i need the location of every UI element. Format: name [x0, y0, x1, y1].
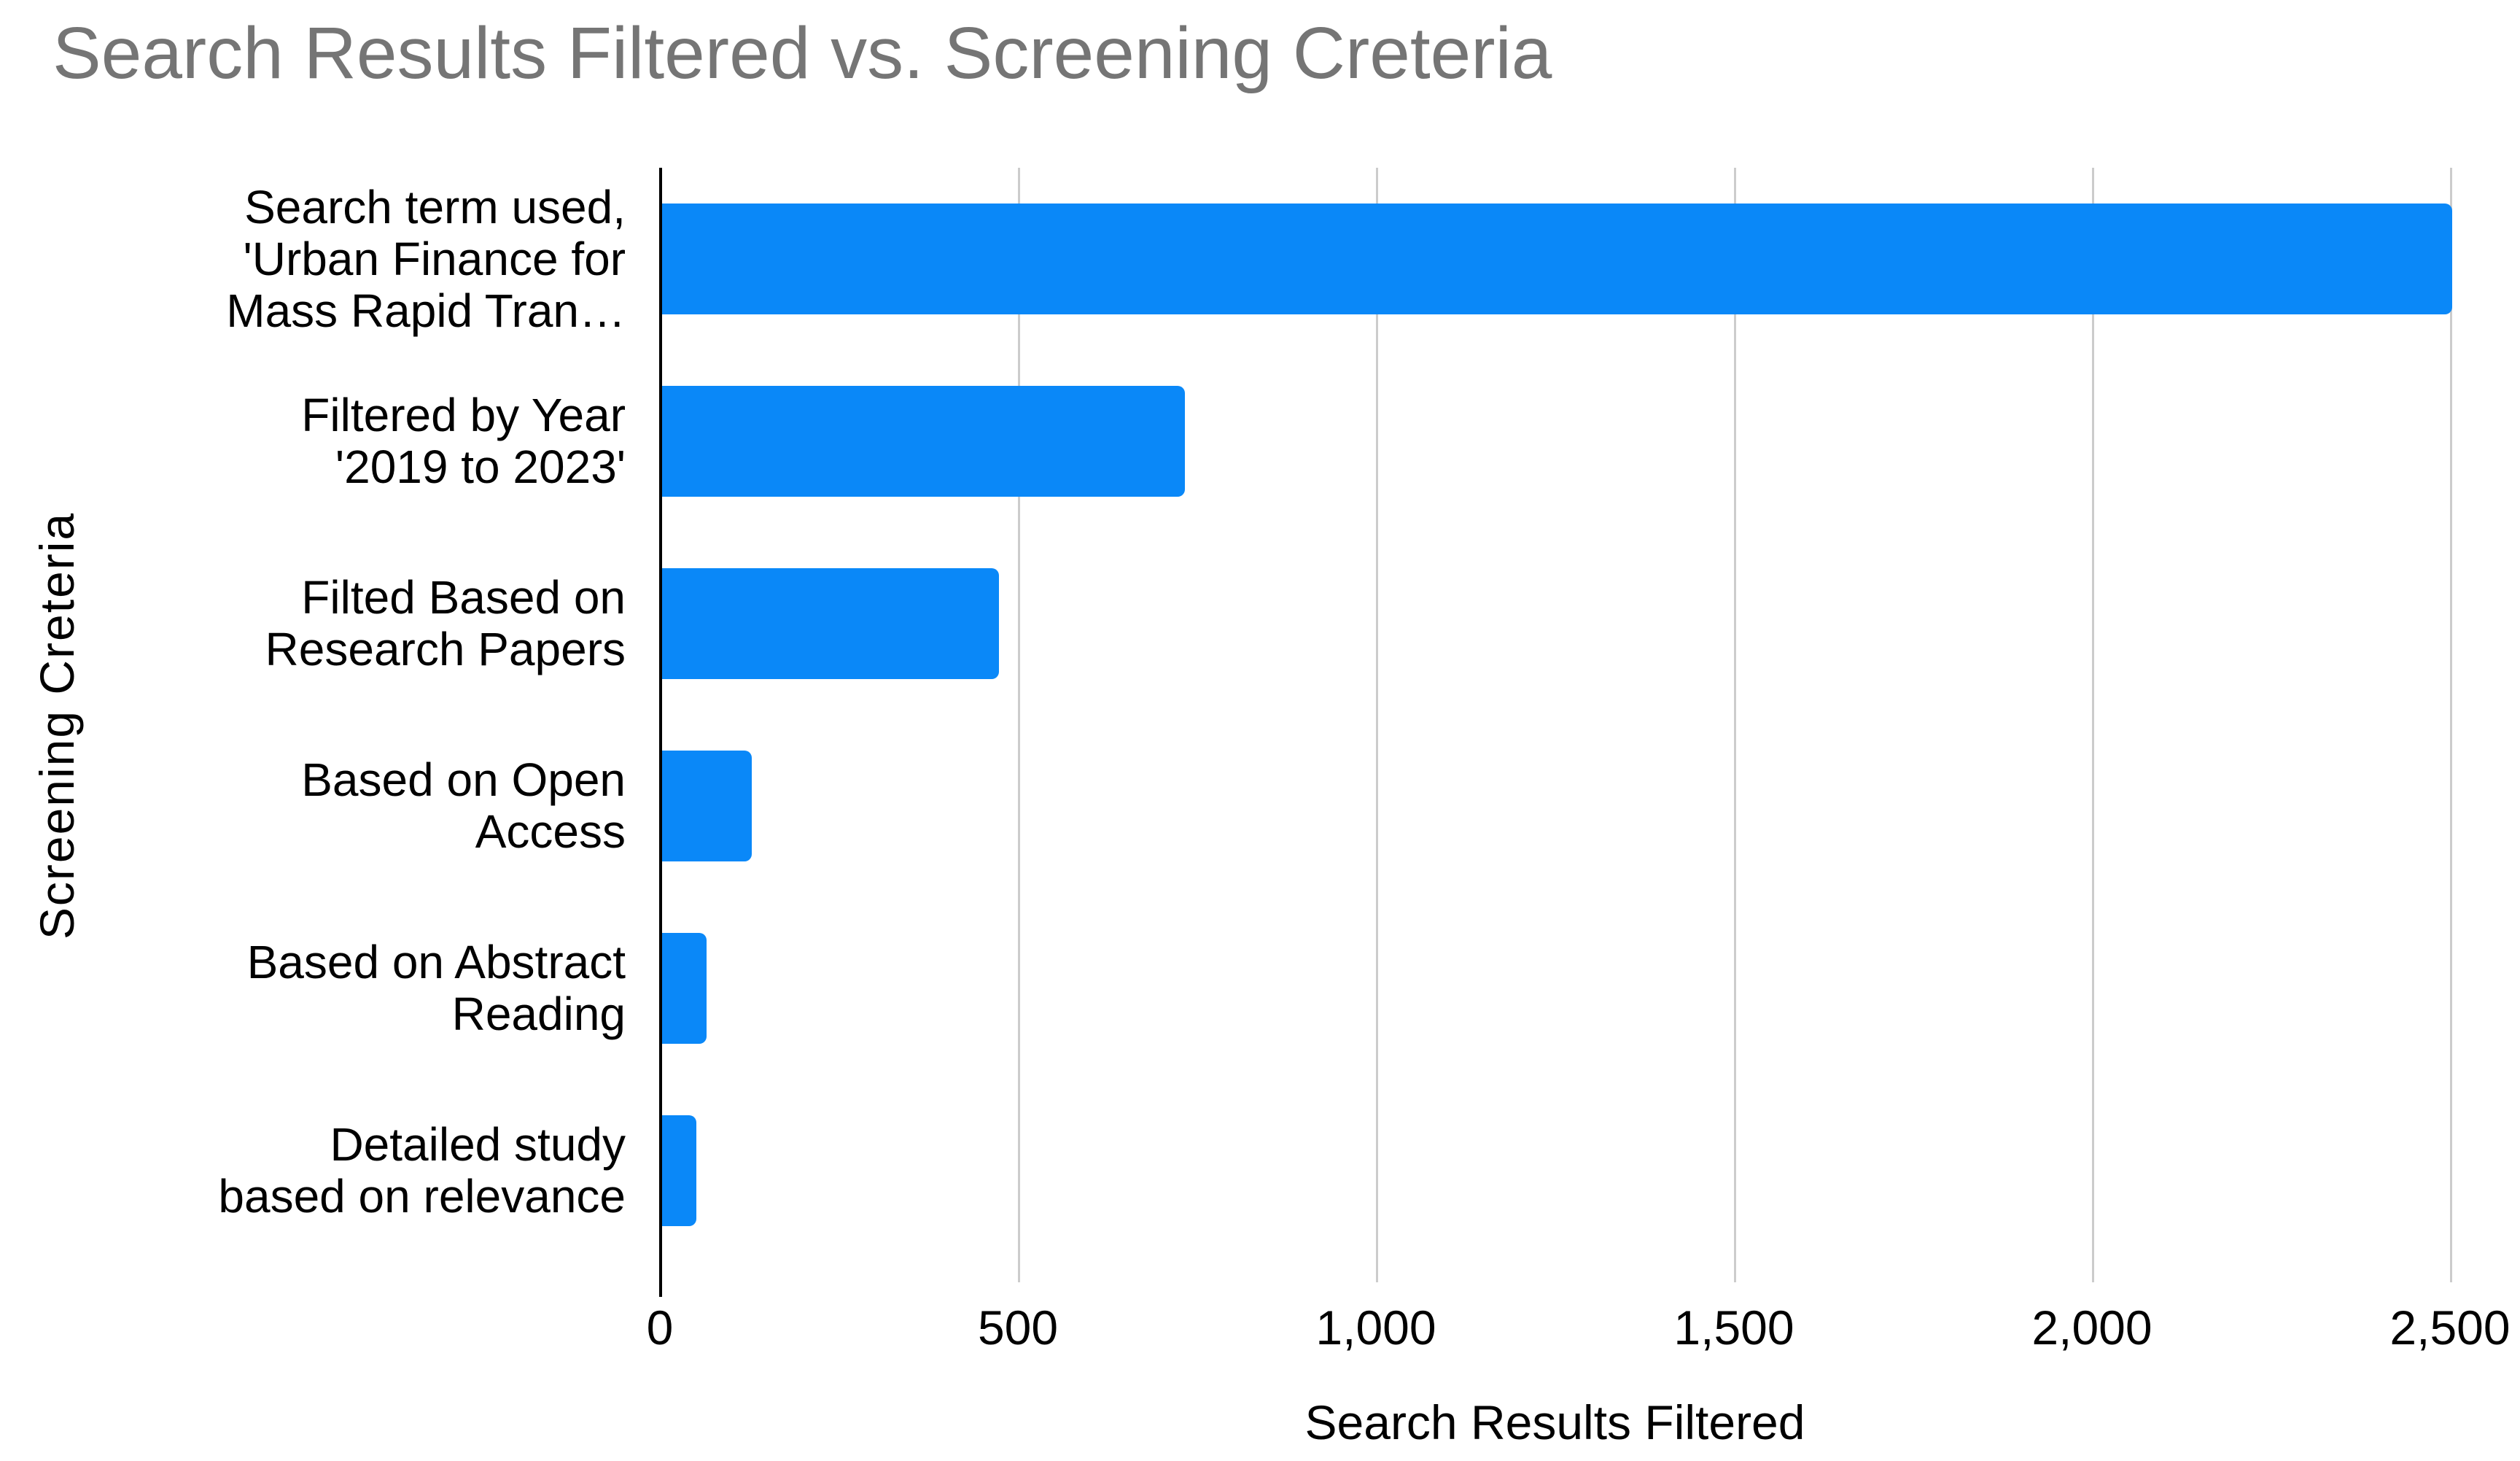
x-tick-label: 2,500 [2389, 1301, 2511, 1355]
x-tick-label: 0 [646, 1301, 674, 1355]
bar-5[interactable] [662, 1115, 697, 1226]
gridline [1376, 168, 1378, 1282]
bar-3[interactable] [662, 751, 752, 861]
bar-4[interactable] [662, 933, 707, 1044]
gridline [2450, 168, 2452, 1282]
gridline [1018, 168, 1020, 1282]
y-axis-line [659, 168, 662, 1297]
chart-title: Search Results Filtered vs. Screening Cr… [52, 12, 1552, 94]
category-label: Based on Open Access [301, 753, 626, 858]
x-tick-label: 1,500 [1673, 1301, 1794, 1355]
gridline [2092, 168, 2094, 1282]
bar-0[interactable] [662, 204, 2452, 314]
x-tick-label: 2,000 [2031, 1301, 2152, 1355]
bar-1[interactable] [662, 386, 1185, 497]
x-axis-title: Search Results Filtered [1304, 1395, 1805, 1449]
category-label: Search term used, 'Urban Finance for Mass … [226, 180, 626, 337]
category-label: Filted Based on Research Papers [265, 571, 626, 675]
gridline [1734, 168, 1736, 1282]
bar-2[interactable] [662, 568, 999, 679]
plot-area [659, 168, 2494, 1297]
category-label: Filtered by Year '2019 to 2023' [301, 389, 626, 493]
x-tick-label: 1,000 [1315, 1301, 1436, 1355]
category-label: Based on Abstract Reading [246, 936, 626, 1040]
x-axis-ticks: 0 500 1,000 1,500 2,000 2,500 [647, 1300, 2511, 1365]
x-tick-label: 500 [977, 1301, 1059, 1355]
category-label: Detailed study based on relevance [218, 1118, 626, 1222]
category-axis: Search term used, 'Urban Finance for Mass … [0, 168, 626, 1262]
